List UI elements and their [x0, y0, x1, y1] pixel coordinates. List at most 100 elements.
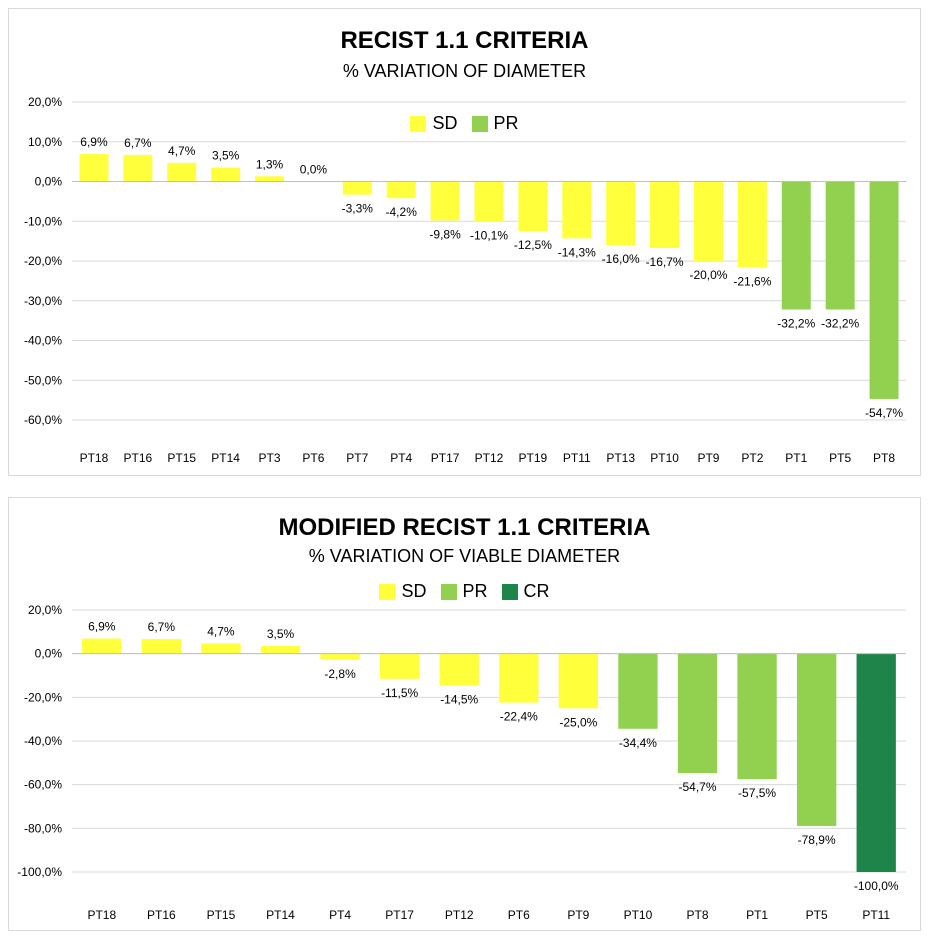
chart-panel-recist: RECIST 1.1 CRITERIA % VARIATION OF DIAME… [8, 8, 921, 476]
bar-pt10 [650, 181, 680, 248]
data-label: -12,5% [514, 238, 552, 252]
x-tick-label: PT8 [686, 908, 708, 922]
x-tick-label: PT16 [147, 908, 176, 922]
x-tick-label: PT11 [862, 908, 890, 922]
data-label: -4,2% [386, 205, 418, 219]
x-tick-label: PT14 [266, 908, 295, 922]
bar-pt5 [796, 653, 837, 826]
data-label: -25,0% [559, 715, 597, 729]
data-label: -32,2% [821, 316, 859, 330]
legend-item-sd: SD [379, 581, 427, 602]
legend-item-pr: PR [471, 113, 519, 134]
y-tick-label: -30,0% [24, 294, 62, 308]
y-tick-label: -20,0% [24, 690, 62, 704]
bar-pt4 [386, 181, 416, 199]
x-tick-label: PT19 [519, 451, 548, 465]
data-label: 6,9% [88, 620, 116, 634]
x-tick-label: PT17 [385, 908, 414, 922]
legend-item-sd: SD [410, 113, 458, 134]
legend-swatch-sd [410, 115, 427, 132]
x-tick-label: PT14 [211, 451, 240, 465]
data-label: 6,7% [124, 136, 152, 150]
bar-pt9 [693, 181, 723, 261]
data-label: 3,5% [267, 627, 295, 641]
data-label: -9,8% [429, 227, 461, 241]
data-label: -2,8% [324, 667, 356, 681]
legend-label-pr: PR [462, 581, 488, 601]
legend-swatch-pr [440, 583, 457, 600]
data-label: 1,3% [256, 157, 284, 171]
bar-pt13 [606, 181, 636, 246]
data-label: -16,7% [646, 255, 684, 269]
x-tick-label: PT15 [167, 451, 196, 465]
bar-pt3 [255, 176, 285, 182]
chart-legend: SD PR CR [9, 581, 920, 602]
y-tick-label: 10,0% [28, 135, 62, 149]
bar-pt18 [79, 154, 109, 182]
y-tick-label: -10,0% [24, 214, 62, 228]
y-tick-label: -40,0% [24, 334, 62, 348]
data-label: -11,5% [381, 686, 418, 700]
x-tick-label: PT15 [207, 908, 236, 922]
bar-pt16 [141, 639, 182, 654]
bar-pt17 [430, 181, 460, 221]
data-label: 6,9% [80, 135, 108, 149]
y-tick-label: -40,0% [24, 734, 62, 748]
y-tick-label: 20,0% [28, 95, 62, 109]
x-tick-label: PT5 [806, 908, 828, 922]
bar-pt10 [618, 653, 658, 729]
bar-pt4 [320, 653, 360, 660]
x-tick-label: PT13 [606, 451, 635, 465]
bar-pt1 [781, 181, 811, 310]
bar-pt16 [123, 154, 153, 182]
chart-panel-modified-recist: MODIFIED RECIST 1.1 CRITERIA % VARIATION… [8, 497, 921, 931]
x-tick-label: PT11 [563, 451, 591, 465]
bar-pt17 [379, 653, 420, 679]
bar-pt2 [737, 181, 767, 268]
legend-swatch-pr [471, 115, 488, 132]
bar-pt11 [562, 181, 592, 239]
data-label: -78,9% [798, 833, 836, 847]
bar-pt14 [260, 646, 301, 654]
legend-label-sd: SD [432, 113, 458, 133]
x-tick-label: PT10 [650, 451, 679, 465]
x-tick-label: PT8 [873, 451, 895, 465]
legend-swatch-cr [501, 583, 518, 600]
y-tick-label: -20,0% [24, 254, 62, 268]
legend-label-sd: SD [401, 581, 427, 601]
legend-swatch-sd [379, 583, 396, 600]
x-tick-label: PT7 [346, 451, 368, 465]
data-label: -34,4% [619, 736, 657, 750]
data-label: 4,7% [207, 624, 235, 638]
bar-pt5 [825, 181, 855, 310]
bar-pt1 [737, 653, 777, 780]
y-tick-label: 0,0% [35, 175, 63, 189]
bar-pt6 [499, 653, 539, 703]
legend-item-cr: CR [501, 581, 550, 602]
x-tick-label: PT2 [741, 451, 763, 465]
x-tick-label: PT17 [431, 451, 460, 465]
x-tick-label: PT1 [746, 908, 768, 922]
chart-subtitle: % VARIATION OF DIAMETER [342, 61, 587, 81]
bar-chart-recist: 20,0% 10,0% 0,0% -10,0% -20,0% -30,0% -40,0% -5… [24, 95, 906, 465]
bar-pt19 [518, 181, 548, 232]
legend-label-pr: PR [493, 113, 519, 133]
data-label: -32,2% [777, 316, 815, 330]
y-tick-label: -60,0% [24, 778, 62, 792]
x-tick-label: PT9 [697, 451, 719, 465]
data-label: -20,0% [689, 268, 727, 282]
y-tick-label: -80,0% [24, 821, 62, 835]
x-tick-label: PT4 [390, 451, 412, 465]
x-tick-label: PT3 [259, 451, 281, 465]
legend-item-pr: PR [440, 581, 488, 602]
x-tick-label: PT4 [329, 908, 351, 922]
data-label: -54,7% [865, 406, 903, 420]
data-label: -14,3% [558, 245, 596, 259]
x-tick-label: PT5 [829, 451, 851, 465]
data-label: -22,4% [500, 710, 538, 724]
data-label: -3,3% [342, 202, 374, 216]
bar-pt18 [82, 638, 122, 654]
data-label: 3,5% [212, 149, 240, 163]
data-label: -54,7% [678, 780, 716, 794]
bar-pt9 [558, 653, 599, 709]
